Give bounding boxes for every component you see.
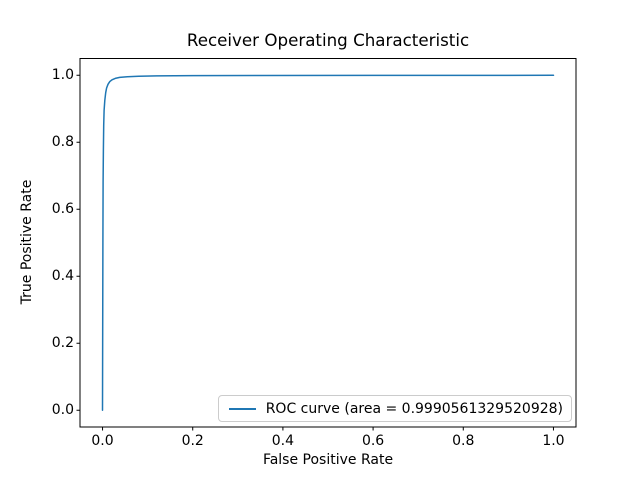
y-tick-label: 0.8 <box>51 134 74 151</box>
x-tick-label: 0.4 <box>271 433 295 449</box>
legend-line-sample-icon <box>228 407 256 410</box>
y-tick-label: 0.6 <box>51 201 74 218</box>
y-tick-label: 1.0 <box>51 67 74 84</box>
x-tick-label: 0.8 <box>452 433 475 449</box>
x-axis-label: False Positive Rate <box>262 452 394 468</box>
y-tick-label: 0.0 <box>51 402 74 419</box>
x-tick-label: 0.0 <box>91 433 114 449</box>
x-tick-label: 0.2 <box>181 433 204 449</box>
legend: ROC curve (area = 0.9990561329520928) <box>217 395 572 422</box>
x-tick-label: 0.6 <box>361 433 385 449</box>
y-tick-label: 0.4 <box>51 268 74 285</box>
chart-title: Receiver Operating Characteristic <box>186 30 470 50</box>
y-axis-label: True Positive Rate <box>19 179 35 305</box>
y-tick-label: 0.2 <box>51 335 74 352</box>
legend-label: ROC curve (area = 0.9990561329520928) <box>265 400 563 417</box>
x-tick-label: 1.0 <box>542 433 565 449</box>
